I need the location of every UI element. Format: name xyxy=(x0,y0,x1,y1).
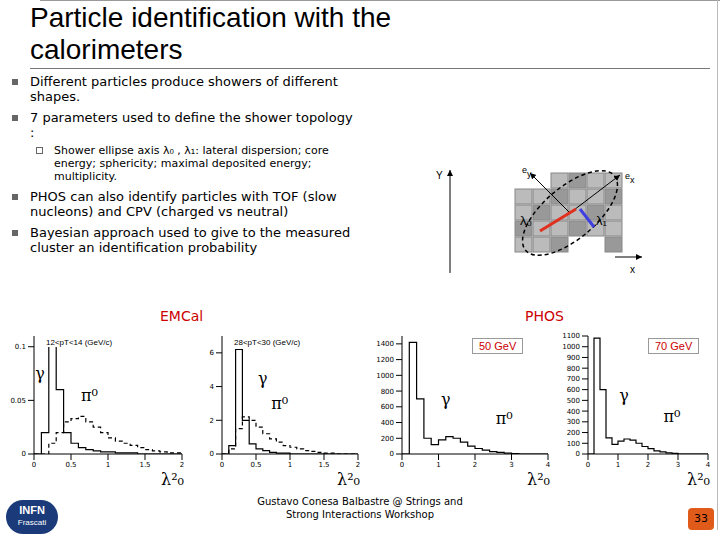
svg-text:1.5: 1.5 xyxy=(318,461,329,468)
svg-text:0.05: 0.05 xyxy=(10,397,26,405)
svg-text:0.5: 0.5 xyxy=(65,461,76,468)
svg-text:π⁰: π⁰ xyxy=(496,409,513,428)
svg-text:2: 2 xyxy=(356,461,360,468)
html-text:λ²₀: λ²₀ xyxy=(337,470,360,489)
svg-text:0: 0 xyxy=(400,461,404,468)
svg-text:π⁰: π⁰ xyxy=(664,407,681,426)
svg-text:6: 6 xyxy=(210,349,215,357)
svg-text:1200: 1200 xyxy=(376,356,394,364)
svg-text:0.1: 0.1 xyxy=(15,343,26,351)
html-text:PHOS can also identify particl: PHOS can also identify particles with TO… xyxy=(30,189,337,219)
svg-text:1400: 1400 xyxy=(376,340,394,348)
svg-text:Y: Y xyxy=(436,170,443,181)
svg-text:0: 0 xyxy=(576,450,580,458)
html-text:Different particles produce sh: Different particles produce showers of d… xyxy=(30,74,338,104)
svg-text:3: 3 xyxy=(676,461,680,468)
svg-text:400: 400 xyxy=(381,419,394,427)
svg-text:1100: 1100 xyxy=(562,332,580,340)
svg-text:2: 2 xyxy=(210,417,214,425)
html-text:INFN: INFN xyxy=(19,504,45,516)
svg-text:200: 200 xyxy=(381,435,394,443)
svg-text:x: x xyxy=(630,264,635,275)
svg-text:0.5: 0.5 xyxy=(250,461,261,468)
svg-text:2: 2 xyxy=(180,461,184,468)
svg-text:2: 2 xyxy=(473,461,477,468)
svg-text:500: 500 xyxy=(567,397,580,405)
html-text:λ²₀: λ²₀ xyxy=(161,470,184,489)
svg-text:λ₀: λ₀ xyxy=(520,213,532,228)
svg-text:0: 0 xyxy=(220,461,224,468)
svg-text:1: 1 xyxy=(106,461,110,468)
svg-text:3: 3 xyxy=(509,461,513,468)
svg-text:γ: γ xyxy=(258,369,268,388)
html-text:28<pT<30 (GeV/c): 28<pT<30 (GeV/c) xyxy=(234,338,301,347)
html-text:12<pT<14 (GeV/c): 12<pT<14 (GeV/c) xyxy=(46,338,113,347)
svg-text:π⁰: π⁰ xyxy=(81,386,98,405)
svg-text:γ: γ xyxy=(441,390,451,409)
svg-text:600: 600 xyxy=(567,386,580,394)
svg-text:300: 300 xyxy=(567,418,580,426)
svg-text:1: 1 xyxy=(436,461,440,468)
svg-text:900: 900 xyxy=(567,354,580,362)
html-text:7 parameters used to define th: 7 parameters used to define the shower t… xyxy=(30,110,353,140)
html-text:Particle identification with t: Particle identification with the calorim… xyxy=(30,2,392,65)
svg-text:π⁰: π⁰ xyxy=(271,394,288,413)
svg-text:1: 1 xyxy=(616,461,620,468)
html-text:EMCal: EMCal xyxy=(160,308,204,324)
html-text:Bayesian approach used to give: Bayesian approach used to give to the me… xyxy=(30,225,351,255)
svg-text:4: 4 xyxy=(706,461,711,468)
svg-text:0: 0 xyxy=(32,461,36,468)
svg-text:γ: γ xyxy=(35,364,45,383)
svg-text:200: 200 xyxy=(567,429,580,437)
svg-text:800: 800 xyxy=(567,365,580,373)
svg-text:ey: ey xyxy=(522,165,532,179)
html-text:Frascati: Frascati xyxy=(17,518,47,527)
svg-text:0: 0 xyxy=(22,450,26,458)
svg-text:2: 2 xyxy=(646,461,650,468)
svg-text:λ₁: λ₁ xyxy=(596,213,608,228)
svg-text:0: 0 xyxy=(210,450,214,458)
svg-text:4: 4 xyxy=(210,383,215,391)
svg-text:ex: ex xyxy=(625,171,635,185)
html-text:Shower ellipse axis λ₀ , λ₁: l: Shower ellipse axis λ₀ , λ₁: lateral dis… xyxy=(54,144,329,183)
svg-text:600: 600 xyxy=(381,403,394,411)
svg-text:1.5: 1.5 xyxy=(139,461,150,468)
svg-text:100: 100 xyxy=(567,440,580,448)
html-text:33: 33 xyxy=(694,512,708,525)
svg-text:1: 1 xyxy=(288,461,292,468)
svg-text:700: 700 xyxy=(567,375,580,383)
svg-text:0: 0 xyxy=(586,461,590,468)
html-text:50 GeV: 50 GeV xyxy=(479,340,517,352)
svg-text:4: 4 xyxy=(546,461,551,468)
svg-text:1000: 1000 xyxy=(376,372,394,380)
svg-text:0: 0 xyxy=(390,450,394,458)
svg-text:1000: 1000 xyxy=(562,343,580,351)
html-text:70 GeV: 70 GeV xyxy=(655,340,693,352)
svg-text:400: 400 xyxy=(567,408,580,416)
html-text:PHOS: PHOS xyxy=(525,308,564,324)
svg-text:800: 800 xyxy=(381,388,394,396)
html-text:Gustavo Conesa Balbastre @ Str: Gustavo Conesa Balbastre @ Strings and S… xyxy=(257,496,463,520)
html-text:λ²₀: λ²₀ xyxy=(527,470,550,489)
svg-text:γ: γ xyxy=(619,386,629,405)
html-text:λ²₀: λ²₀ xyxy=(687,470,710,489)
